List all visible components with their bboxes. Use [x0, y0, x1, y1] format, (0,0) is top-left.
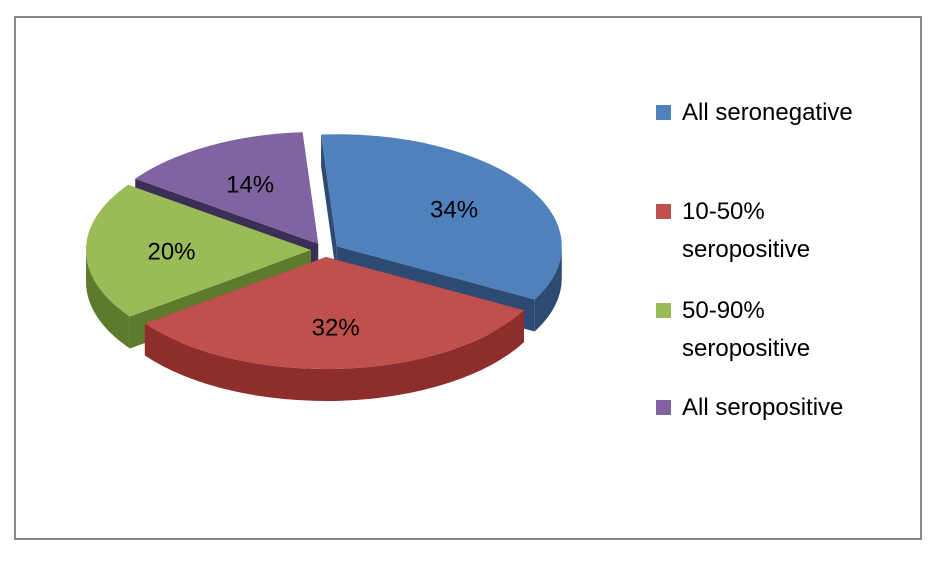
data-label-all-seronegative: 34%: [430, 197, 478, 224]
legend-label: 10-50% seropositive: [682, 198, 811, 263]
data-label-50-90-seropositive: 20%: [147, 239, 195, 266]
legend-swatch: [656, 303, 671, 318]
data-label-10-50-seropositive: 32%: [312, 314, 360, 341]
legend-swatch: [656, 105, 671, 120]
slice-top: [144, 256, 524, 369]
pie-slice-10-50-seropositive: [144, 256, 524, 401]
legend-swatch: [656, 400, 671, 415]
slice-side: [534, 246, 562, 332]
slice-top: [135, 132, 319, 244]
slice-top: [86, 184, 312, 317]
legend-label: 50-90% seropositive: [682, 297, 811, 362]
legend-swatch: [656, 204, 671, 219]
slice-top: [321, 134, 562, 300]
slice-cut-face: [321, 134, 337, 279]
legend-label: All seronegative: [682, 99, 853, 126]
slice-side: [144, 310, 524, 401]
slice-side: [86, 250, 130, 349]
legend-label: All seropositive: [682, 394, 844, 421]
data-label-all-seropositive: 14%: [226, 171, 274, 198]
